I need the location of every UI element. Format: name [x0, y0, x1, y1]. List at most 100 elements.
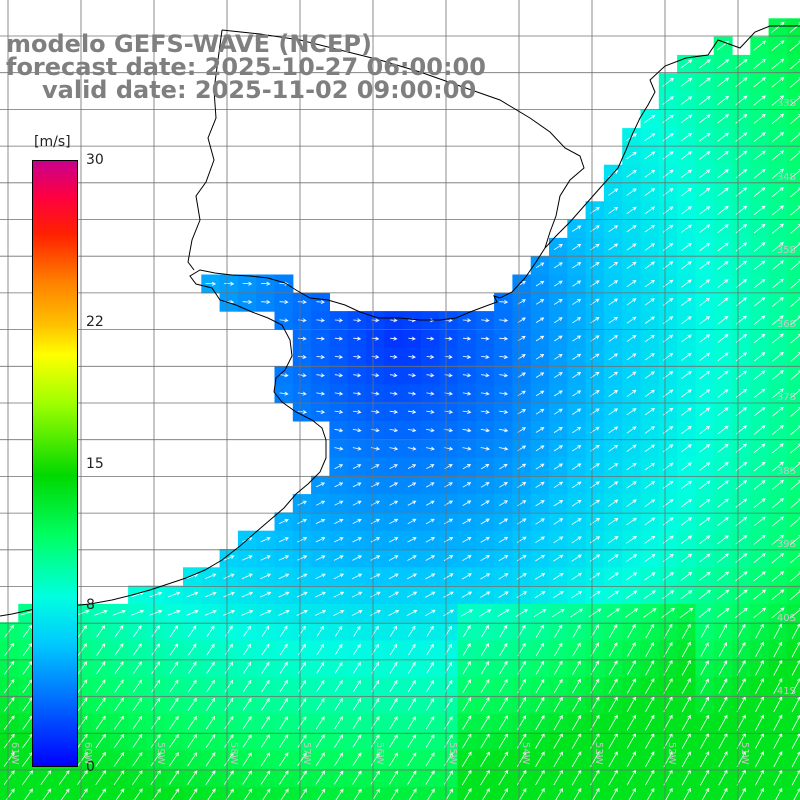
wind-arrow	[553, 518, 564, 525]
wind-arrow	[736, 641, 746, 657]
wind-cell	[164, 768, 184, 788]
wind-cell	[549, 658, 568, 678]
wind-cell	[549, 549, 568, 568]
wind-cell	[732, 164, 751, 184]
wind-cell	[567, 402, 587, 422]
wind-cell	[768, 750, 788, 770]
wind-arrow	[498, 446, 509, 451]
wind-arrow	[699, 334, 711, 343]
wind-cell	[786, 109, 800, 129]
wind-arrow	[261, 661, 270, 674]
wind-arrow	[480, 679, 490, 693]
wind-cell	[768, 512, 788, 532]
wind-arrow	[315, 591, 326, 598]
wind-arrow	[279, 318, 289, 323]
wind-cell	[732, 91, 751, 111]
wind-arrow	[480, 500, 490, 506]
wind-arrow	[680, 517, 693, 526]
wind-cell	[549, 311, 568, 330]
wind-arrow	[535, 445, 545, 452]
wind-cell	[750, 366, 770, 385]
wind-cell	[494, 585, 513, 605]
wind-arrow	[480, 642, 490, 656]
wind-arrow	[372, 788, 380, 800]
wind-arrow	[535, 372, 545, 378]
wind-cell	[366, 585, 385, 605]
wind-cell	[530, 786, 550, 800]
wind-arrow	[480, 660, 490, 675]
wind-arrow	[315, 734, 325, 748]
wind-cell	[311, 750, 330, 770]
wind-cell	[750, 475, 770, 495]
wind-arrow	[608, 624, 618, 639]
wind-arrow	[370, 500, 380, 506]
wind-arrow	[443, 609, 455, 617]
wind-cell	[201, 658, 221, 678]
wind-cell	[402, 603, 422, 623]
wind-arrow	[279, 625, 288, 637]
wind-cell	[695, 73, 715, 93]
wind-arrow	[462, 500, 472, 506]
wind-cell	[750, 713, 770, 733]
wind-cell	[585, 549, 605, 568]
wind-cell	[311, 768, 330, 788]
wind-arrow	[334, 679, 343, 693]
wind-arrow	[665, 787, 673, 800]
wind-arrow	[735, 516, 748, 527]
wind-arrow	[608, 660, 618, 676]
wind-cell	[475, 457, 495, 477]
wind-arrow	[408, 354, 416, 359]
wind-cell	[475, 530, 495, 550]
wind-arrow	[717, 132, 729, 142]
wind-cell	[695, 585, 715, 605]
wind-cell	[457, 567, 477, 587]
wind-arrow	[333, 610, 345, 616]
wind-cell	[530, 750, 550, 770]
wind-cell	[713, 420, 733, 440]
wind-arrow	[735, 58, 748, 69]
wind-arrow	[755, 623, 764, 639]
wind-cell	[475, 549, 495, 568]
wind-cell	[732, 530, 751, 550]
wind-cell	[457, 732, 477, 751]
wind-cell	[567, 658, 587, 678]
wind-arrow	[771, 76, 785, 88]
wind-arrow	[681, 279, 692, 288]
wind-cell	[603, 658, 623, 678]
wind-cell	[786, 256, 800, 276]
wind-arrow	[699, 389, 711, 398]
wind-cell	[512, 603, 532, 623]
wind-arrow	[644, 243, 655, 251]
wind-arrow	[771, 187, 784, 198]
wind-cell	[475, 622, 495, 642]
wind-cell	[549, 713, 568, 733]
wind-cell	[732, 713, 751, 733]
wind-arrow	[426, 661, 434, 674]
wind-arrow	[334, 464, 344, 469]
wind-cell	[786, 475, 800, 495]
wind-arrow	[206, 697, 215, 711]
longitude-label: 59W	[155, 742, 166, 765]
wind-arrow	[771, 607, 785, 619]
wind-arrow	[753, 553, 766, 564]
wind-arrow	[315, 716, 325, 730]
wind-arrow	[644, 298, 655, 306]
wind-cell	[530, 732, 550, 751]
wind-cell	[439, 732, 459, 751]
wind-arrow	[316, 299, 325, 305]
wind-arrow	[95, 751, 106, 767]
wind-arrow	[718, 660, 728, 676]
wind-cell	[786, 54, 800, 74]
wind-arrow	[169, 679, 179, 693]
wind-cell	[420, 732, 440, 751]
wind-cell	[786, 622, 800, 642]
wind-arrow	[149, 591, 163, 598]
wind-cell	[512, 512, 532, 532]
wind-cell	[329, 457, 349, 477]
wind-cell	[585, 585, 605, 605]
wind-arrow	[297, 770, 307, 785]
wind-cell	[347, 475, 367, 495]
wind-arrow	[445, 788, 454, 800]
wind-cell	[439, 695, 459, 715]
